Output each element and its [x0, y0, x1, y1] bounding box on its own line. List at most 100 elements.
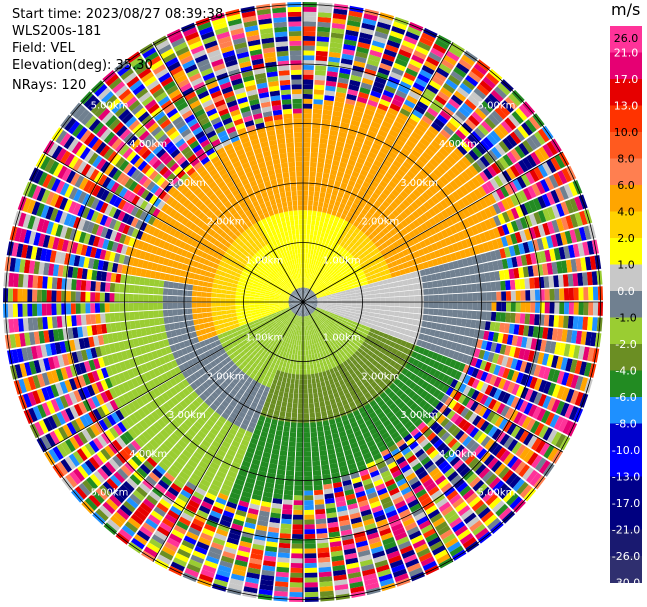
- velocity-bin: [230, 347, 237, 354]
- velocity-bin: [310, 147, 319, 153]
- velocity-bin: [451, 133, 463, 144]
- velocity-bin: [380, 403, 389, 412]
- velocity-bin: [313, 99, 323, 105]
- velocity-bin: [449, 545, 464, 557]
- velocity-bin: [335, 309, 341, 312]
- velocity-bin: [565, 358, 573, 372]
- velocity-bin: [382, 474, 394, 483]
- velocity-bin: [322, 390, 328, 397]
- velocity-bin: [210, 542, 224, 551]
- velocity-bin: [493, 215, 502, 227]
- velocity-bin: [310, 307, 315, 312]
- velocity-bin: [344, 371, 351, 378]
- velocity-bin: [387, 514, 400, 523]
- velocity-bin: [337, 245, 343, 251]
- velocity-bin: [260, 395, 267, 402]
- velocity-bin: [344, 333, 350, 339]
- velocity-bin: [561, 329, 568, 342]
- velocity-bin: [325, 404, 332, 411]
- velocity-bin: [261, 363, 267, 369]
- velocity-bin: [311, 378, 316, 384]
- velocity-bin: [577, 242, 585, 257]
- velocity-bin: [145, 427, 156, 438]
- velocity-bin: [258, 415, 266, 422]
- velocity-bin: [304, 562, 317, 569]
- velocity-bin: [547, 327, 554, 340]
- velocity-bin: [209, 510, 222, 519]
- velocity-bin: [182, 388, 191, 397]
- velocity-bin: [569, 359, 578, 373]
- velocity-bin: [401, 103, 414, 113]
- velocity-bin: [467, 179, 477, 191]
- velocity-bin: [520, 173, 531, 187]
- velocity-bin: [413, 332, 420, 339]
- velocity-bin: [324, 265, 329, 271]
- velocity-bin: [298, 389, 303, 394]
- velocity-bin: [242, 373, 249, 381]
- velocity-bin: [392, 209, 400, 218]
- velocity-bin: [586, 271, 593, 286]
- velocity-bin: [375, 155, 385, 164]
- velocity-bin: [311, 280, 315, 286]
- velocity-bin: [297, 408, 303, 414]
- velocity-bin: [565, 388, 575, 403]
- velocity-bin: [350, 586, 365, 594]
- velocity-bin: [564, 404, 574, 419]
- velocity-bin: [368, 283, 374, 288]
- velocity-bin: [364, 403, 372, 411]
- velocity-bin: [549, 341, 557, 354]
- velocity-bin: [348, 416, 357, 424]
- velocity-bin: [274, 581, 289, 588]
- velocity-bin: [365, 582, 380, 591]
- velocity-bin: [365, 63, 378, 72]
- velocity-bin: [355, 136, 365, 144]
- velocity-bin: [386, 440, 396, 449]
- velocity-bin: [502, 137, 514, 150]
- velocity-bin: [515, 205, 524, 218]
- velocity-bin: [368, 196, 377, 204]
- velocity-bin: [239, 377, 247, 385]
- velocity-bin: [578, 287, 584, 301]
- velocity-bin: [201, 456, 212, 466]
- velocity-bin: [339, 253, 345, 259]
- velocity-bin: [370, 305, 376, 310]
- velocity-bin: [348, 317, 354, 321]
- velocity-bin: [479, 273, 486, 283]
- velocity-bin: [187, 428, 197, 438]
- velocity-bin: [381, 323, 388, 329]
- velocity-bin: [422, 282, 428, 289]
- velocity-bin: [382, 395, 391, 403]
- velocity-bin: [467, 366, 475, 376]
- velocity-bin: [322, 305, 327, 307]
- velocity-bin: [443, 54, 457, 66]
- velocity-bin: [273, 409, 280, 416]
- velocity-bin: [367, 331, 374, 337]
- velocity-bin: [475, 463, 487, 476]
- velocity-bin: [319, 246, 324, 253]
- velocity-bin: [329, 368, 335, 375]
- velocity-bin: [276, 344, 281, 350]
- velocity-bin: [339, 332, 345, 338]
- velocity-bin: [453, 233, 461, 243]
- velocity-bin: [268, 366, 274, 373]
- velocity-bin: [337, 282, 343, 286]
- velocity-bin: [429, 103, 442, 114]
- velocity-bin: [316, 295, 322, 298]
- velocity-bin: [386, 133, 397, 143]
- velocity-bin: [334, 331, 339, 336]
- velocity-bin: [276, 425, 284, 431]
- velocity-bin: [578, 226, 587, 241]
- velocity-bin: [317, 337, 321, 343]
- velocity-bin: [317, 285, 322, 290]
- velocity-bin: [356, 418, 365, 426]
- velocity-bin: [359, 469, 369, 477]
- velocity-bin: [362, 215, 370, 223]
- velocity-bin: [519, 360, 528, 373]
- velocity-bin: [371, 359, 379, 367]
- velocity-bin: [397, 381, 405, 389]
- velocity-bin: [506, 369, 515, 381]
- velocity-bin: [281, 440, 289, 447]
- velocity-bin: [338, 390, 345, 397]
- velocity-bin: [294, 320, 297, 325]
- velocity-bin: [274, 330, 279, 336]
